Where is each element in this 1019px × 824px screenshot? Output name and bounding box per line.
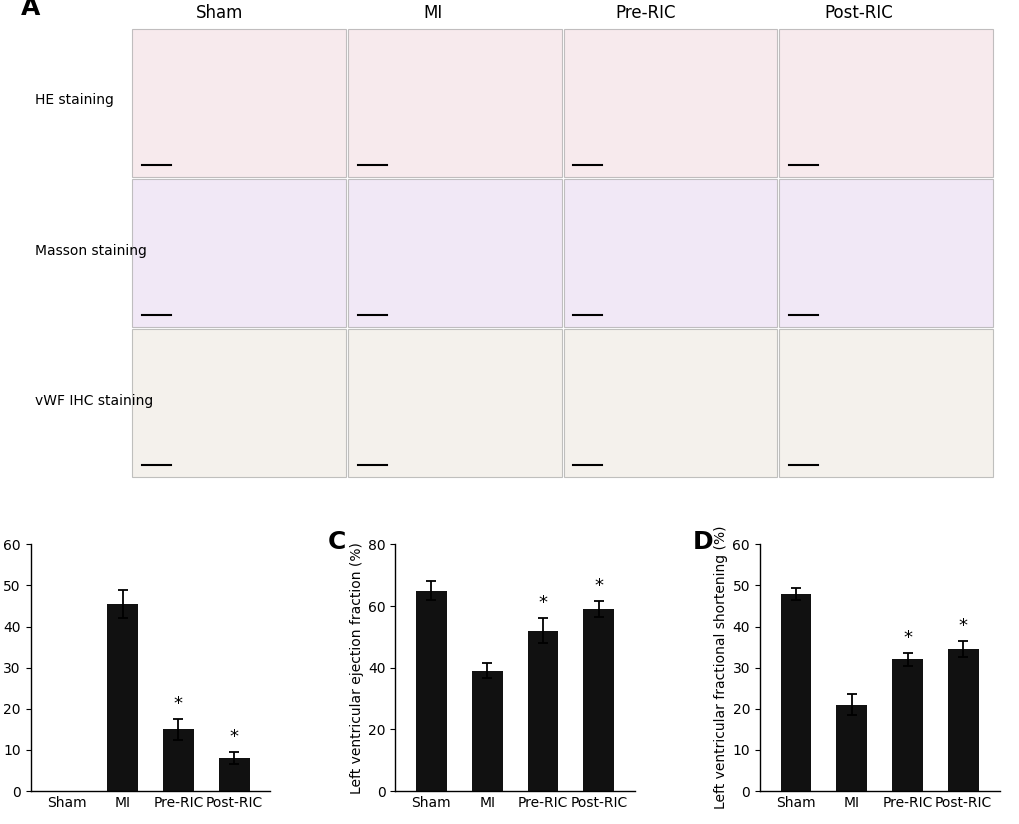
Bar (564, 30, 776, 177)
Bar (779, 30, 991, 177)
Y-axis label: Left ventricular ejection fraction (%): Left ventricular ejection fraction (%) (350, 541, 364, 794)
Bar (107, 604, 138, 791)
Text: *: * (902, 630, 911, 647)
Bar (219, 758, 250, 791)
Bar (779, 179, 991, 326)
Text: Masson staining: Masson staining (36, 244, 147, 258)
Bar (347, 179, 561, 326)
Bar (347, 30, 561, 177)
Text: *: * (174, 695, 182, 713)
Bar (132, 329, 345, 476)
Bar (163, 729, 194, 791)
Bar (780, 594, 810, 791)
Text: *: * (229, 728, 238, 746)
Bar (779, 329, 991, 476)
Text: HE staining: HE staining (36, 93, 114, 107)
Bar (564, 179, 776, 326)
Bar (472, 671, 502, 791)
Text: C: C (328, 530, 346, 554)
Bar (583, 609, 613, 791)
Bar (132, 30, 345, 177)
Bar (347, 329, 561, 476)
Text: Sham: Sham (196, 4, 243, 22)
Bar (836, 705, 866, 791)
Text: *: * (594, 578, 602, 595)
Bar (947, 649, 977, 791)
Text: MI: MI (423, 4, 442, 22)
Text: *: * (538, 594, 547, 612)
Bar (564, 329, 776, 476)
Text: vWF IHC staining: vWF IHC staining (36, 394, 154, 408)
Bar (132, 179, 345, 326)
Bar (416, 591, 446, 791)
Text: D: D (692, 530, 712, 554)
Text: A: A (20, 0, 40, 20)
Text: Post-RIC: Post-RIC (824, 4, 893, 22)
Y-axis label: Left ventricular fractional shortening (%): Left ventricular fractional shortening (… (713, 526, 728, 809)
Bar (892, 659, 922, 791)
Bar (527, 630, 557, 791)
Text: Pre-RIC: Pre-RIC (615, 4, 676, 22)
Text: *: * (958, 617, 967, 634)
